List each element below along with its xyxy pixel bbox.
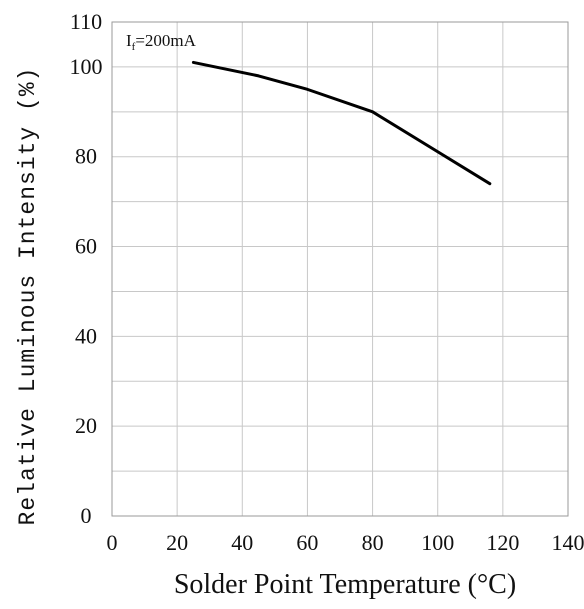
x-tick-label: 60: [296, 530, 318, 555]
series-line: [191, 60, 492, 186]
x-tick-labels: 0 20 40 60 80 100 120 140: [107, 530, 584, 555]
y-axis-label: Relative Luminous Intensity (%): [15, 67, 41, 526]
y-tick-labels: 0 20 40 60 80 100 110: [70, 9, 103, 528]
series-layer: [191, 60, 492, 186]
annotation-main: I: [126, 31, 132, 50]
y-tick-label: 80: [75, 144, 97, 169]
annotation-rest: =200mA: [135, 31, 196, 50]
plot-frame: [111, 21, 569, 517]
y-tick-label: 110: [70, 9, 102, 34]
x-tick-label: 40: [231, 530, 253, 555]
x-tick-label: 100: [421, 530, 454, 555]
x-axis-label: Solder Point Temperature (°C): [174, 569, 516, 600]
y-tick-label: 60: [75, 234, 97, 259]
current-annotation: If=200mA: [126, 31, 197, 53]
y-tick-label: 20: [75, 413, 97, 438]
x-tick-label: 20: [166, 530, 188, 555]
annotation-subscript: f: [132, 41, 136, 53]
y-tick-label: 40: [75, 323, 97, 348]
x-tick-label: 80: [362, 530, 384, 555]
x-tick-label: 140: [552, 530, 584, 555]
y-tick-label: 0: [81, 503, 92, 528]
x-tick-label: 120: [486, 530, 519, 555]
x-tick-label: 0: [107, 530, 118, 555]
y-tick-label: 100: [70, 54, 103, 79]
grid-lines: [111, 21, 569, 517]
